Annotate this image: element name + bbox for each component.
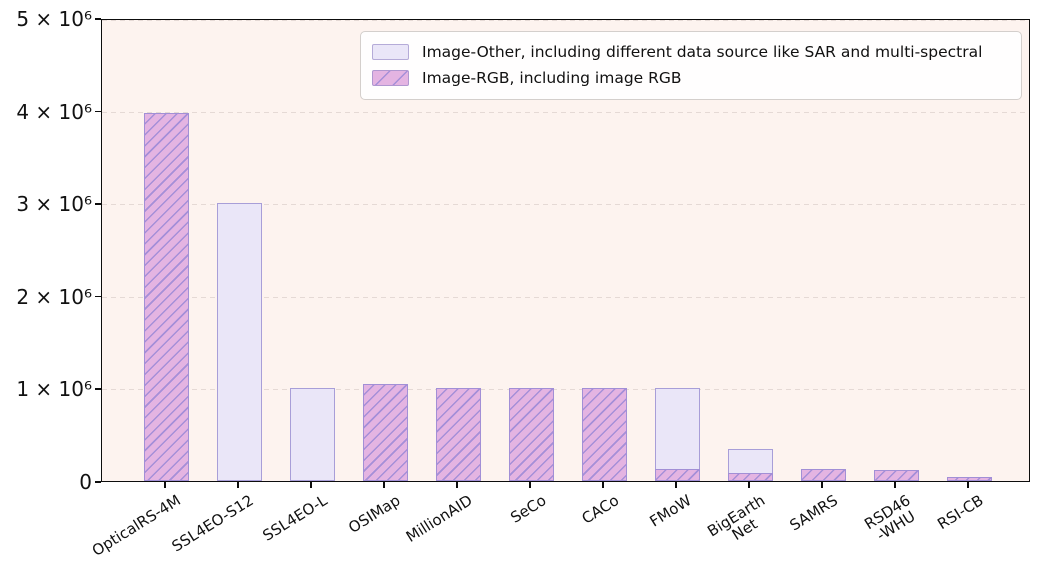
x-tick-label-MillionAID: MillionAID <box>403 491 477 546</box>
x-tick-label-RSD46--WHU: RSD46 -WHU <box>861 491 919 545</box>
y-tick-label: 3 × 10⁶ <box>16 192 92 217</box>
y-tick-mark <box>95 110 101 113</box>
plot-area: Image-Other, including different data so… <box>101 19 1030 482</box>
x-tick-mark <box>456 482 458 488</box>
legend-item-image-other: Image-Other, including different data so… <box>372 39 1010 65</box>
x-tick-mark <box>748 482 750 488</box>
y-tick-mark <box>95 388 101 390</box>
x-tick-mark <box>602 482 604 488</box>
bar-OpticalRS-4M-rgb <box>143 113 189 481</box>
x-tick-mark <box>675 482 677 488</box>
legend-label-image-other: Image-Other, including different data so… <box>422 43 983 61</box>
x-tick-label-SeCo: SeCo <box>506 491 550 527</box>
x-tick-mark <box>967 482 969 488</box>
y-tick-label: 2 × 10⁶ <box>16 284 92 309</box>
x-tick-mark <box>821 482 823 488</box>
y-tick-mark <box>95 481 101 483</box>
bar-OSIMap-rgb <box>362 383 408 481</box>
gridline-3×10⁶ <box>102 204 1029 206</box>
bar-SSL4EO-L-other <box>289 388 335 481</box>
x-tick-mark <box>164 482 166 488</box>
bar-RSI-CB-rgb <box>946 477 992 481</box>
x-tick-label-SAMRS: SAMRS <box>786 491 842 535</box>
y-tick-label: 5 × 10⁶ <box>16 7 92 31</box>
x-tick-mark <box>529 482 531 488</box>
gridline-4×10⁶ <box>102 111 1029 113</box>
gridline-1×10⁶ <box>102 389 1029 391</box>
x-tick-label-CACo: CACo <box>578 491 623 528</box>
bar-SSL4EO-S12-other <box>216 203 262 481</box>
x-tick-label-SSL4EO-L: SSL4EO-L <box>259 491 331 545</box>
legend: Image-Other, including different data so… <box>360 31 1022 100</box>
x-tick-label-OpticalRS-4M: OpticalRS-4M <box>88 491 185 560</box>
gridline-5×10⁶ <box>102 20 1029 21</box>
bar-FMoW-rgb <box>654 468 700 481</box>
x-tick-mark <box>383 482 385 488</box>
x-tick-label-BigEarth-Net: BigEarth Net <box>704 491 769 544</box>
bar-MillionAID-rgb <box>435 388 481 481</box>
bar-CACo-rgb <box>581 388 627 481</box>
y-tick-mark <box>95 203 101 205</box>
legend-label-image-rgb: Image-RGB, including image RGB <box>422 69 682 87</box>
x-tick-mark <box>310 482 312 488</box>
y-tick-label: 1 × 10⁶ <box>16 377 92 402</box>
x-tick-mark <box>237 482 239 488</box>
gridline-2×10⁶ <box>102 296 1029 298</box>
legend-swatch-image-rgb-icon <box>372 70 409 86</box>
y-tick-mark <box>95 18 101 20</box>
x-tick-label-FMoW: FMoW <box>646 491 696 531</box>
x-tick-label-OSIMap: OSIMap <box>344 491 404 537</box>
x-tick-label-RSI-CB: RSI-CB <box>934 491 988 534</box>
x-tick-label-SSL4EO-S12: SSL4EO-S12 <box>168 491 258 556</box>
bar-RSD46--WHU-rgb <box>873 469 919 481</box>
bar-FMoW-other <box>654 388 700 481</box>
legend-swatch-image-other-icon <box>372 44 409 60</box>
y-tick-label: 4 × 10⁶ <box>16 99 92 124</box>
legend-item-image-rgb: Image-RGB, including image RGB <box>372 65 1010 91</box>
y-tick-mark <box>95 295 101 298</box>
bar-SAMRS-rgb <box>800 468 846 481</box>
y-tick-label: 0 <box>79 470 92 494</box>
x-tick-mark <box>894 482 896 488</box>
bar-BigEarth-Net-rgb <box>727 472 773 481</box>
bar-SeCo-rgb <box>508 388 554 481</box>
